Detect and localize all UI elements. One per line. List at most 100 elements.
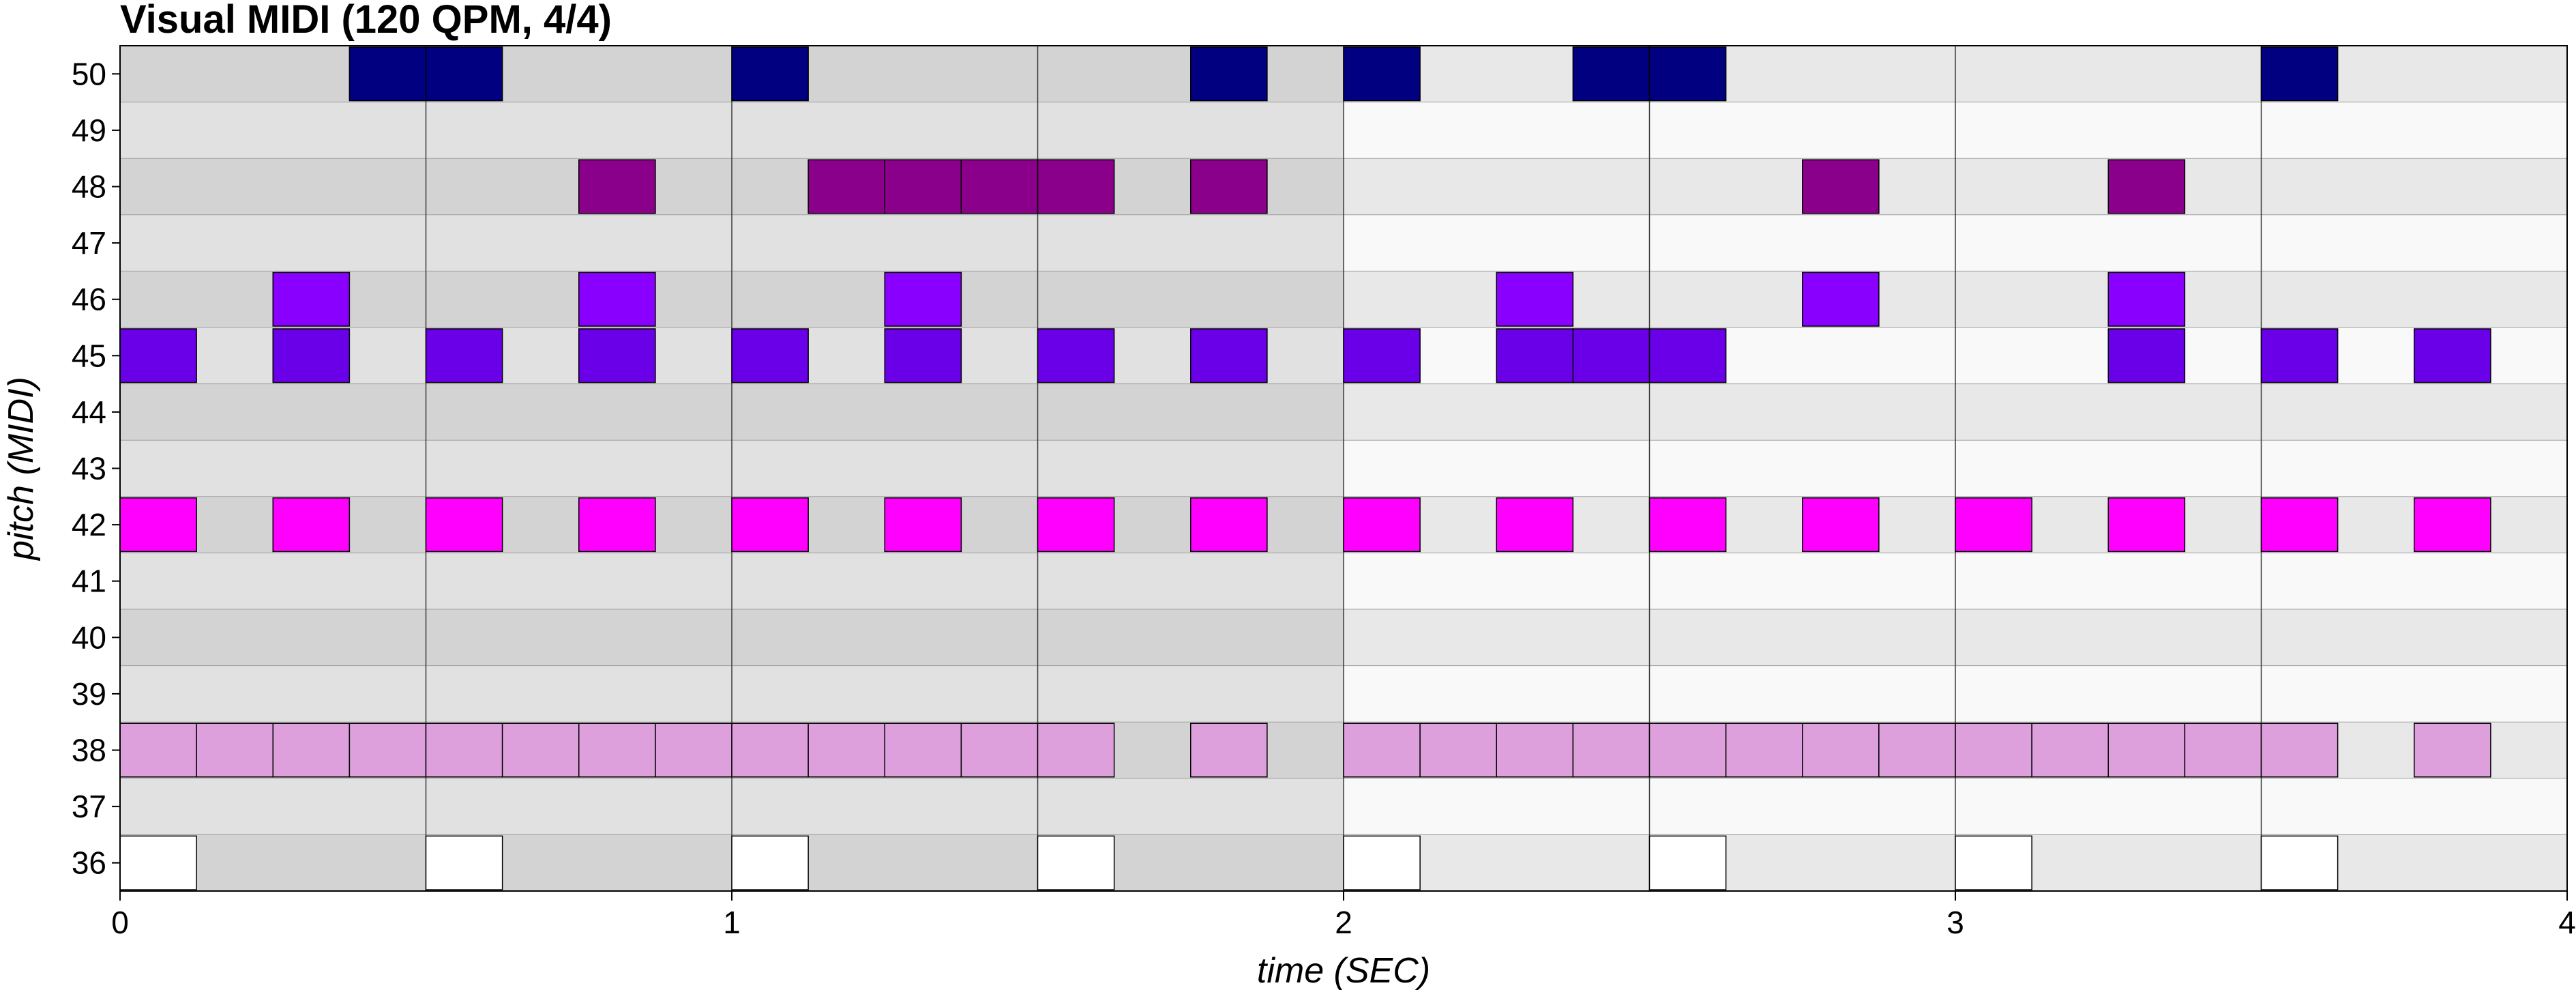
note-pitch-45 [578, 328, 656, 383]
note-pitch-45 [1496, 328, 1574, 383]
notes-layer [119, 46, 2491, 890]
note-pitch-48 [960, 159, 1039, 214]
y-tick-label: 39 [72, 676, 106, 712]
beat-grid-lines [120, 46, 2567, 891]
note-pitch-42 [1343, 497, 1421, 553]
note-pitch-45 [1343, 328, 1421, 383]
note-pitch-38 [1190, 723, 1268, 778]
note-pitch-48 [884, 159, 962, 214]
note-pitch-46 [272, 272, 351, 327]
y-axis-label: pitch (MIDI) [1, 377, 41, 561]
note-pitch-38 [2107, 723, 2186, 778]
note-pitch-38 [731, 723, 809, 778]
note-pitch-38 [578, 723, 656, 778]
note-pitch-38 [2184, 723, 2262, 778]
note-pitch-50 [1343, 46, 1421, 102]
x-tick-label: 2 [1335, 905, 1352, 940]
note-pitch-38 [884, 723, 962, 778]
note-pitch-38 [349, 723, 427, 778]
note-pitch-42 [1955, 497, 2032, 553]
note-pitch-42 [884, 497, 962, 553]
note-pitch-36 [1343, 835, 1421, 890]
note-pitch-38 [960, 723, 1039, 778]
note-pitch-42 [119, 497, 197, 553]
note-pitch-38 [119, 723, 197, 778]
note-pitch-36 [1955, 835, 2032, 890]
y-tick-label: 47 [72, 225, 106, 261]
note-pitch-42 [1037, 497, 1115, 553]
note-pitch-50 [349, 46, 427, 102]
x-axis-label: time (SEC) [1257, 951, 1430, 991]
y-tick-label: 44 [72, 394, 106, 430]
note-pitch-38 [1648, 723, 1727, 778]
note-pitch-42 [272, 497, 351, 553]
y-tick-label: 36 [72, 845, 106, 881]
y-tick-label: 48 [72, 169, 106, 205]
note-pitch-48 [1190, 159, 1268, 214]
note-pitch-38 [2260, 723, 2339, 778]
note-pitch-42 [2414, 497, 2491, 553]
note-pitch-42 [578, 497, 656, 553]
note-pitch-45 [1572, 328, 1650, 383]
note-pitch-38 [501, 723, 580, 778]
note-pitch-36 [425, 835, 503, 890]
note-pitch-42 [1190, 497, 1268, 553]
note-pitch-38 [1572, 723, 1650, 778]
note-pitch-45 [425, 328, 503, 383]
y-tick-label: 38 [72, 733, 106, 768]
note-pitch-42 [425, 497, 503, 553]
axes: 50 49 48 47 46 45 44 43 42 41 40 39 38 37 360 1 2 3 4 [72, 56, 2576, 940]
note-pitch-46 [1496, 272, 1574, 327]
note-pitch-45 [272, 328, 351, 383]
note-pitch-46 [884, 272, 962, 327]
y-tick-label: 46 [72, 282, 106, 317]
note-pitch-38 [1725, 723, 1803, 778]
y-tick-label: 40 [72, 619, 106, 655]
note-pitch-48 [578, 159, 656, 214]
y-tick-label: 50 [72, 56, 106, 91]
note-pitch-38 [1419, 723, 1497, 778]
note-pitch-46 [1802, 272, 1880, 327]
note-pitch-46 [2107, 272, 2186, 327]
y-tick-label: 49 [72, 113, 106, 148]
note-pitch-38 [1802, 723, 1880, 778]
note-pitch-42 [1802, 497, 1880, 553]
note-pitch-42 [731, 497, 809, 553]
note-pitch-38 [2031, 723, 2109, 778]
note-pitch-48 [808, 159, 885, 214]
note-pitch-38 [1037, 723, 1115, 778]
note-pitch-46 [578, 272, 656, 327]
x-tick-label: 1 [723, 905, 741, 940]
note-pitch-45 [1190, 328, 1268, 383]
note-pitch-38 [1878, 723, 1956, 778]
note-pitch-36 [1648, 835, 1727, 890]
note-pitch-50 [2260, 46, 2339, 102]
y-tick-label: 42 [72, 507, 106, 542]
note-pitch-45 [119, 328, 197, 383]
note-pitch-45 [1037, 328, 1115, 383]
note-pitch-38 [1955, 723, 2032, 778]
note-pitch-38 [1496, 723, 1574, 778]
note-pitch-38 [2414, 723, 2491, 778]
note-pitch-50 [1572, 46, 1650, 102]
x-tick-label: 4 [2558, 905, 2576, 940]
note-pitch-45 [2107, 328, 2186, 383]
chart-title: Visual MIDI (120 QPM, 4/4) [120, 0, 612, 42]
y-tick-label: 43 [72, 451, 106, 486]
note-pitch-48 [1802, 159, 1880, 214]
note-pitch-42 [2260, 497, 2339, 553]
note-pitch-50 [1648, 46, 1727, 102]
note-pitch-42 [1648, 497, 1727, 553]
note-pitch-45 [884, 328, 962, 383]
note-pitch-50 [731, 46, 809, 102]
note-pitch-36 [1037, 835, 1115, 890]
x-tick-label: 3 [1946, 905, 1964, 940]
note-pitch-50 [425, 46, 503, 102]
note-pitch-36 [731, 835, 809, 890]
note-pitch-48 [1037, 159, 1115, 214]
note-pitch-45 [1648, 328, 1727, 383]
y-tick-label: 45 [72, 338, 106, 373]
y-tick-label: 37 [72, 789, 106, 824]
note-pitch-36 [119, 835, 197, 890]
